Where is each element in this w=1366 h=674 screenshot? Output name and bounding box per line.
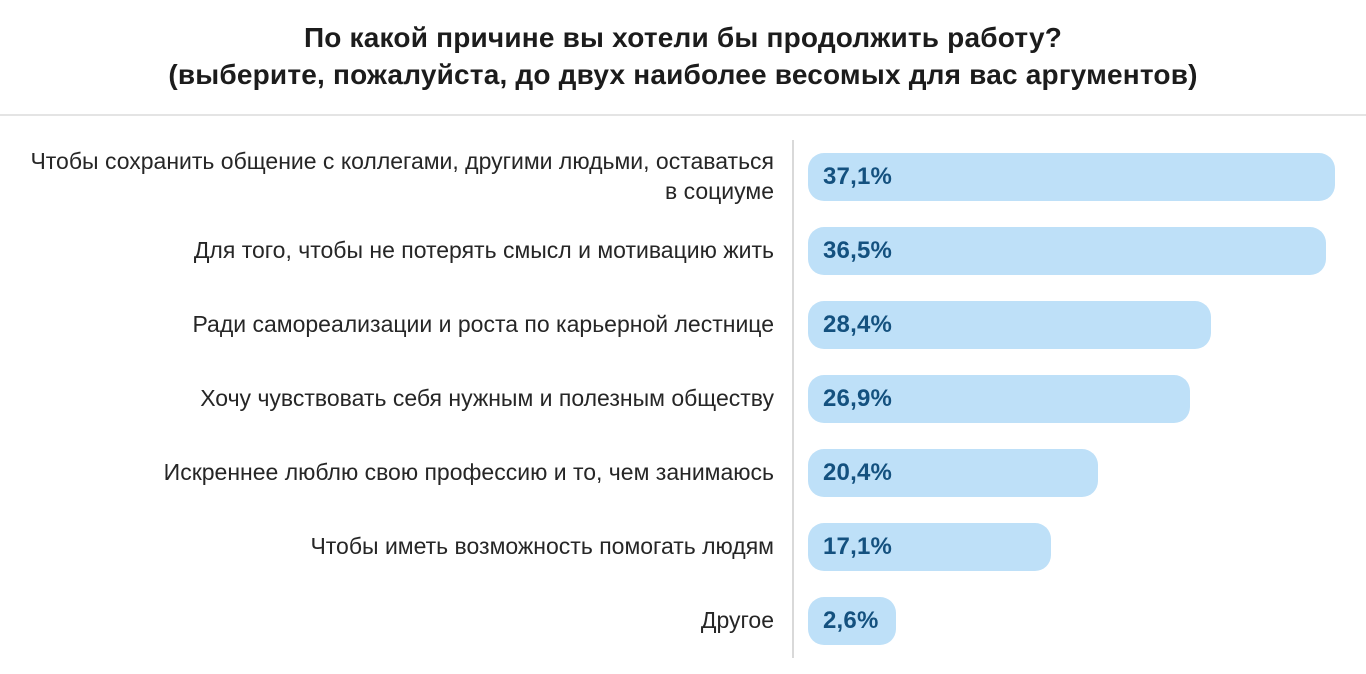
chart-row: Для того, чтобы не потерять смысл и моти… (0, 213, 1366, 288)
category-label: Искреннее люблю свою профессию и то, чем… (163, 459, 774, 486)
value-label: 17,1% (823, 532, 893, 560)
bar-area: 20,4% (792, 435, 1366, 510)
bar-area: 26,9% (792, 361, 1366, 436)
value-label: 37,1% (823, 162, 893, 190)
value-label: 26,9% (823, 384, 893, 412)
category-label: Чтобы иметь возможность помогать людям (310, 533, 774, 560)
bar-area: 28,4% (792, 287, 1366, 362)
bar: 36,5% (808, 226, 1327, 275)
divider (0, 113, 1366, 116)
chart-rows: Чтобы сохранить общение с коллегами, дру… (0, 139, 1366, 658)
bar-area: 17,1% (792, 509, 1366, 584)
bar: 37,1% (808, 152, 1335, 201)
chart-title-line1: По какой причине вы хотели бы продолжить… (303, 22, 1063, 53)
chart-row: Ради самореализации и роста по карьерной… (0, 287, 1366, 362)
value-label: 28,4% (823, 310, 893, 338)
category-label: Чтобы сохранить общение с коллегами, дру… (30, 148, 774, 204)
chart-title: По какой причине вы хотели бы продолжить… (0, 0, 1366, 94)
bar-area: 36,5% (792, 213, 1366, 288)
chart-row: Чтобы иметь возможность помогать людям 17… (0, 509, 1366, 584)
chart-row: Чтобы сохранить общение с коллегами, дру… (0, 139, 1366, 214)
bar: 17,1% (808, 522, 1051, 571)
category-label: Хочу чувствовать себя нужным и полезным … (200, 385, 774, 412)
chart-row: Хочу чувствовать себя нужным и полезным … (0, 361, 1366, 436)
value-label: 20,4% (823, 458, 893, 486)
chart-row: Другое 2,6% (0, 583, 1366, 658)
bar-area: 37,1% (792, 139, 1366, 214)
category-label: Ради самореализации и роста по карьерной… (192, 311, 774, 338)
bar: 26,9% (808, 374, 1190, 423)
value-label: 36,5% (823, 236, 893, 264)
value-label: 2,6% (823, 606, 879, 634)
chart-row: Искреннее люблю свою профессию и то, чем… (0, 435, 1366, 510)
bar: 20,4% (808, 448, 1098, 497)
bar: 2,6% (808, 596, 896, 645)
category-label: Другое (700, 607, 774, 634)
bar-area: 2,6% (792, 583, 1366, 658)
chart-title-line2: (выберите, пожалуйста, до двух наиболее … (168, 58, 1198, 90)
category-label: Для того, чтобы не потерять смысл и моти… (193, 237, 774, 264)
bar: 28,4% (808, 300, 1212, 349)
